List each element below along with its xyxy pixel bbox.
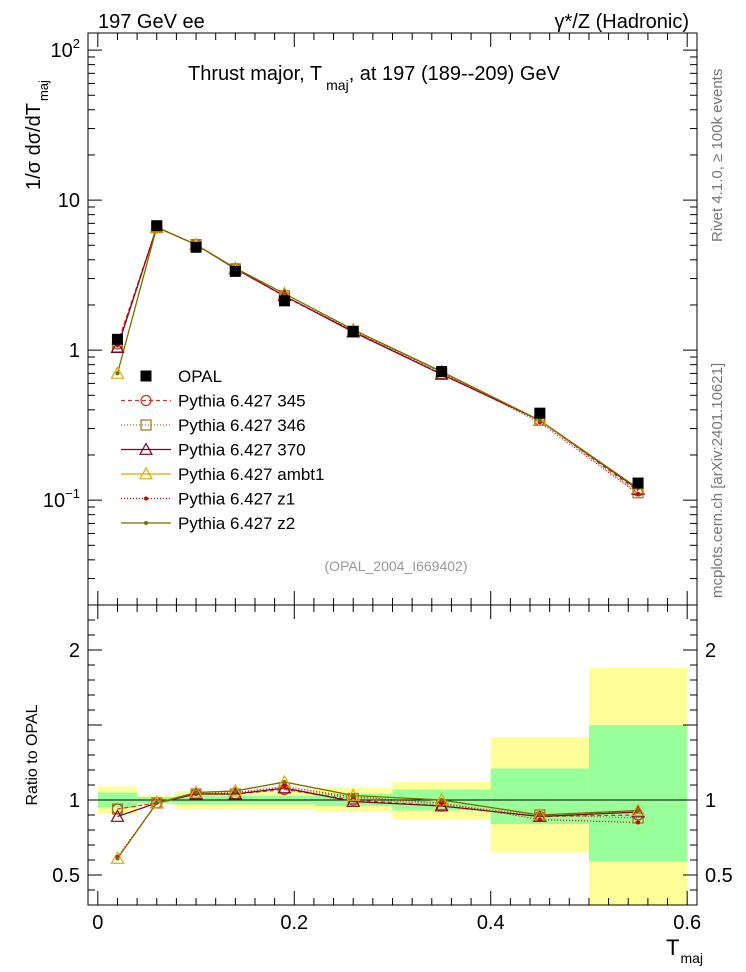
ratio-point: [351, 793, 356, 798]
data-point: [151, 220, 163, 232]
ratio-point: [110, 851, 125, 864]
y-tick-label: 1: [69, 790, 80, 812]
x-tick-label: 0.6: [673, 912, 701, 934]
y-tick-label-right: 1: [705, 790, 716, 812]
x-tick-label: 0.2: [280, 912, 308, 934]
legend-marker: [140, 370, 152, 382]
ratio-point: [631, 804, 646, 818]
ratio-point: [228, 783, 243, 797]
watermark: (OPAL_2004_I669402): [325, 558, 468, 574]
ratio-xlabel: Tmaj: [666, 935, 703, 966]
ratio-point: [631, 803, 646, 816]
header-left: 197 GeV ee: [98, 11, 205, 33]
ratio-point: [149, 795, 164, 809]
mcplots-label: mcplots.cern.ch [arXiv:2401.10621]: [709, 363, 726, 598]
ratio-point: [282, 780, 287, 784]
series-point: [115, 371, 120, 376]
main-title-text: Thrust major, T: [188, 63, 322, 85]
y-tick-label: 1: [69, 340, 80, 362]
series-point: [282, 291, 287, 296]
legend-marker: [138, 442, 154, 455]
main-title-sub: maj: [326, 77, 349, 93]
data-point: [229, 265, 241, 277]
x-tick-label: 0: [92, 912, 103, 934]
y-tick-label-right: 2: [705, 640, 716, 662]
y-tick-label: 0.5: [52, 865, 80, 887]
data-point: [190, 241, 202, 253]
data-point: [436, 366, 448, 378]
legend-label: Pythia 6.427 ambt1: [178, 465, 324, 484]
ratio-point: [111, 803, 124, 815]
series-point: [532, 413, 547, 426]
ratio-point: [537, 813, 542, 817]
data-point: [347, 326, 359, 338]
y-tick-label: 10−1: [43, 486, 80, 512]
rivet-label: Rivet 4.1.0, ≥ 100k events: [709, 69, 726, 242]
ratio-plot-frame: [87, 604, 698, 906]
series-point: [110, 366, 125, 379]
legend-marker: [140, 394, 152, 407]
ratio-point: [537, 817, 542, 822]
legend-label: OPAL: [178, 367, 222, 386]
ratio-point: [346, 788, 361, 801]
band-inner: [588, 725, 688, 862]
y-tick-label: 10: [58, 190, 80, 212]
ratio-point: [189, 786, 204, 800]
data-point: [632, 477, 644, 489]
main-ylabel-text: 1/σ dσ/dT: [23, 103, 45, 190]
series-point: [110, 340, 125, 353]
ratio-point: [189, 785, 204, 798]
ratio-point: [434, 798, 449, 812]
legend-marker: [138, 466, 154, 480]
ratio-point: [228, 786, 243, 800]
ratio-point: [439, 801, 444, 805]
legend-label: Pythia 6.427 346: [178, 416, 306, 435]
series-point: [636, 491, 641, 496]
ratio-plot: 0.5 0.5 1 1 2 2 0 0.2 0.4 0.6 Ratio to OPAL Tmaj: [24, 604, 733, 966]
ratio-xlabel-text: T: [666, 935, 679, 960]
ratio-point: [115, 856, 120, 861]
y-tick-label: 2: [69, 640, 80, 662]
data-point: [534, 407, 546, 419]
legend-label: Pythia 6.427 z1: [178, 490, 295, 509]
legend-label: Pythia 6.427 370: [178, 441, 306, 460]
y-tick-label-right: 0.5: [705, 865, 733, 887]
legend-marker: [144, 521, 148, 525]
data-point: [278, 295, 290, 307]
ratio-point: [439, 798, 444, 802]
legend-label: Pythia 6.427 345: [178, 392, 306, 411]
ratio-point: [636, 820, 641, 825]
ratio-ylabel: Ratio to OPAL: [24, 704, 41, 805]
main-ylabel: 1/σ dσ/dT maj: [23, 80, 51, 190]
legend-marker: [140, 419, 152, 431]
ratio-point: [233, 789, 238, 793]
main-ylabel-sub: maj: [36, 80, 51, 101]
x-tick-label: 0.4: [477, 912, 505, 934]
legend: OPAL Pythia 6.427 345 Pythia 6.427 346 Pyth…: [121, 367, 324, 533]
main-title-rest: , at 197 (189--209) GeV: [349, 63, 561, 85]
ratio-point: [277, 780, 292, 794]
series-point: [537, 418, 542, 423]
legend-label: Pythia 6.427 z2: [178, 514, 295, 533]
ratio-point: [346, 794, 361, 807]
ratio-point: [154, 801, 159, 805]
data-point: [111, 333, 123, 345]
legend-marker: [144, 496, 148, 501]
y-tick-label: 102: [51, 36, 80, 62]
ratio-point: [282, 784, 287, 789]
header-right: γ*/Z (Hadronic): [555, 11, 689, 33]
ratio-xlabel-sub: maj: [680, 950, 703, 966]
ratio-point: [194, 790, 199, 795]
ratio-point: [636, 808, 641, 813]
ratio-point: [110, 809, 125, 822]
